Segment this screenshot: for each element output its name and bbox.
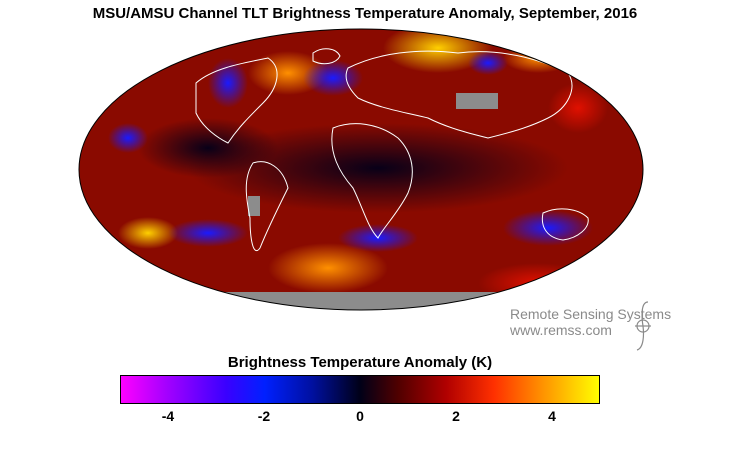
warm-anomaly-region: [478, 263, 598, 303]
colorbar-tick-label: 4: [548, 408, 556, 424]
coastline-south-america: [245, 161, 289, 251]
warm-anomaly-region: [548, 83, 608, 133]
cold-anomaly-region: [208, 58, 248, 108]
map-border: [78, 28, 644, 311]
coastline-australia: [541, 208, 589, 241]
anomaly-map-svg: [78, 28, 644, 311]
cold-anomaly-region: [108, 123, 148, 153]
warm-anomaly-region: [118, 217, 178, 249]
map-title: MSU/AMSU Channel TLT Brightness Temperat…: [92, 5, 638, 22]
missing-data-patch: [248, 196, 260, 216]
coastline-africa: [331, 123, 413, 239]
colorbar: [120, 375, 600, 404]
credit-block: Remote Sensing Systems www.remss.com: [510, 306, 671, 338]
credit-url[interactable]: www.remss.com: [510, 322, 612, 338]
coastlines: [195, 48, 589, 251]
colorbar-tick-label: -4: [161, 408, 175, 424]
colorbar-tick-label: -2: [257, 408, 271, 424]
colorbar-tick-label: 2: [452, 408, 460, 424]
cold-anomaly-region: [503, 210, 593, 246]
cold-anomaly-region: [468, 51, 508, 75]
coastline-north-america: [195, 57, 278, 144]
map-field: [79, 29, 643, 310]
warm-anomaly-region: [503, 43, 573, 73]
dark-anomaly-region: [138, 118, 278, 178]
coastline-greenland: [312, 48, 341, 65]
colorbar-tick-label: 0: [356, 408, 364, 424]
cold-anomaly-region: [168, 219, 248, 247]
credit-name: Remote Sensing Systems: [510, 306, 672, 322]
coastline-eurasia: [345, 50, 573, 139]
rss-logo-icon: [635, 301, 651, 351]
warm-anomaly-region: [268, 243, 388, 293]
anomaly-map: [78, 28, 644, 311]
dark-anomaly-region: [188, 123, 568, 213]
colorbar-title: Brightness Temperature Anomaly (K): [227, 354, 493, 371]
missing-data-patch: [456, 93, 498, 109]
